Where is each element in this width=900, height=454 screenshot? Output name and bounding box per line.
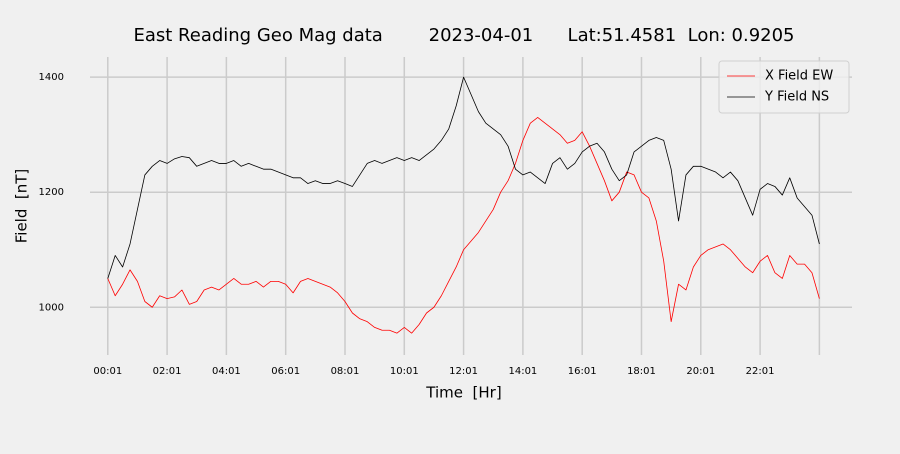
x-tick-label: 08:01	[331, 366, 360, 377]
x-tick-label: 12:01	[449, 366, 478, 377]
y-axis-label: Field [nT]	[13, 169, 31, 244]
data-line	[107, 76, 820, 279]
y-tick-label: 1400	[39, 72, 64, 83]
x-tick-label: 06:01	[271, 366, 300, 377]
x-axis-label: Time [Hr]	[425, 384, 501, 402]
x-tick-label: 22:01	[746, 366, 775, 377]
x-tick-label: 00:01	[93, 366, 122, 377]
x-tick-label: 04:01	[212, 366, 241, 377]
legend-label: X Field EW	[765, 69, 833, 84]
legend-box	[718, 60, 850, 114]
legend-label: Y Field NS	[764, 90, 829, 105]
x-tick-label: 14:01	[508, 366, 537, 377]
y-tick-label: 1200	[39, 187, 64, 198]
x-tick-label: 16:01	[568, 366, 597, 377]
y-tick-label: 1000	[39, 302, 64, 313]
x-tick-label: 18:01	[627, 366, 656, 377]
x-tick-label: 10:01	[390, 366, 419, 377]
x-tick-label: 20:01	[686, 366, 715, 377]
x-tick-label: 02:01	[153, 366, 182, 377]
legend: X Field EW Y Field NS	[718, 60, 850, 114]
chart-title: East Reading Geo Mag data 2023-04-01 Lat…	[133, 25, 794, 46]
data-line	[107, 117, 820, 334]
